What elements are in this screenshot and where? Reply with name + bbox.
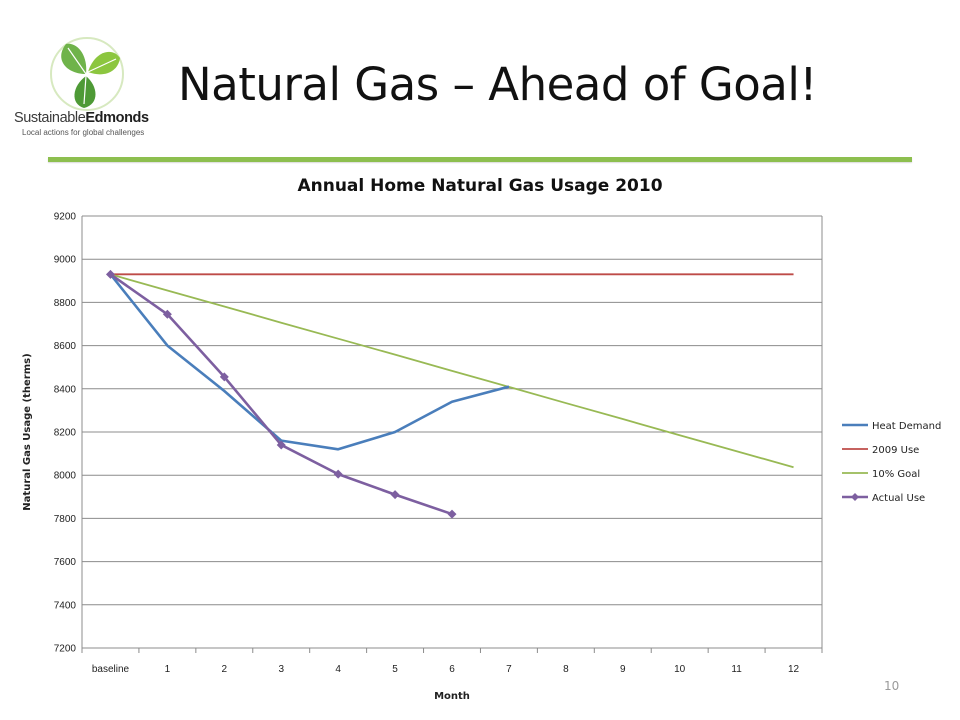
legend-label: Heat Demand <box>872 421 941 432</box>
x-axis-label: Month <box>434 691 470 702</box>
y-tick-label: 8800 <box>54 298 77 309</box>
x-tick-label: 4 <box>335 664 341 675</box>
x-tick-label: baseline <box>92 664 130 675</box>
x-tick-label: 12 <box>788 664 800 675</box>
x-tick-label: 8 <box>563 664 569 675</box>
x-tick-label: 6 <box>449 664 455 675</box>
y-tick-label: 7400 <box>54 600 77 611</box>
y-tick-label: 7600 <box>54 557 77 568</box>
y-tick-label: 8400 <box>54 384 77 395</box>
leaf-logo-icon <box>50 37 124 111</box>
y-tick-label: 7800 <box>54 514 77 525</box>
y-tick-label: 9200 <box>54 212 77 223</box>
x-tick-label: 5 <box>392 664 398 675</box>
y-tick-label: 9000 <box>54 255 77 266</box>
data-point <box>333 469 343 479</box>
x-tick-label: 2 <box>222 664 228 675</box>
legend-label: Actual Use <box>872 493 925 504</box>
legend-marker <box>851 493 859 501</box>
brand-name: SustainableEdmonds <box>14 110 149 126</box>
x-tick-label: 7 <box>506 664 512 675</box>
y-tick-label: 8000 <box>54 471 77 482</box>
brand-tagline: Local actions for global challenges <box>22 128 145 137</box>
title-rule <box>48 157 912 162</box>
data-point <box>276 440 286 450</box>
legend-label: 2009 Use <box>872 445 919 456</box>
x-tick-label: 11 <box>731 664 742 675</box>
y-tick-label: 8600 <box>54 341 77 352</box>
logo: SustainableEdmonds Local actions for glo… <box>10 30 180 145</box>
legend-label: 10% Goal <box>872 469 920 480</box>
data-point <box>219 372 229 382</box>
page-number: 10 <box>884 679 900 693</box>
brand-part-1: Sustainable <box>14 110 86 126</box>
series-line <box>109 273 510 451</box>
series-line <box>109 273 453 516</box>
x-tick-label: 10 <box>674 664 686 675</box>
data-point <box>162 309 172 319</box>
x-tick-label: 9 <box>620 664 626 675</box>
chart-title: Annual Home Natural Gas Usage 2010 <box>297 176 663 196</box>
y-tick-label: 8200 <box>54 428 77 439</box>
x-tick-label: 3 <box>278 664 284 675</box>
y-tick-label: 7200 <box>54 644 77 655</box>
data-point <box>105 269 115 279</box>
x-tick-label: 1 <box>165 664 171 675</box>
slide-title: Natural Gas – Ahead of Goal! <box>178 58 817 111</box>
y-axis-label: Natural Gas Usage (therms) <box>22 353 33 510</box>
data-point <box>390 490 400 500</box>
data-point <box>447 509 457 519</box>
series-line <box>110 273 794 469</box>
brand-part-2: Edmonds <box>85 110 149 126</box>
